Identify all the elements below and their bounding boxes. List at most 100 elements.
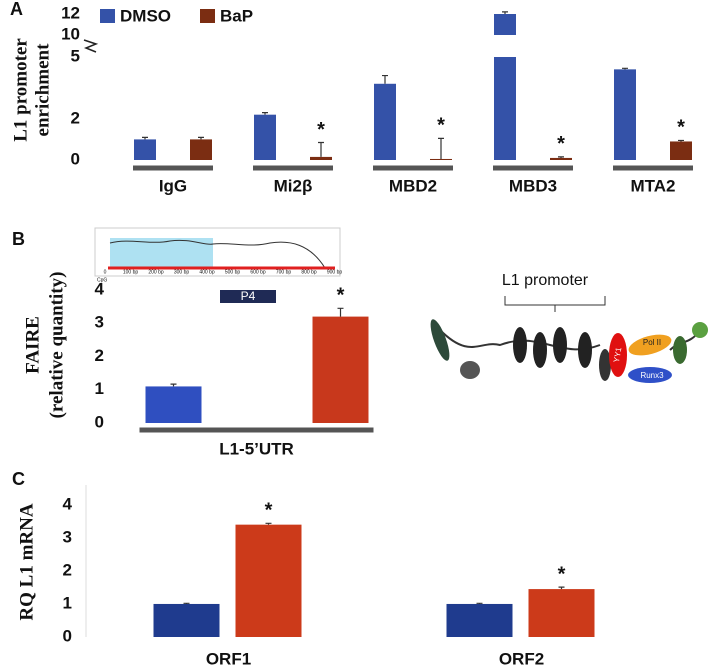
inset-tick-label: 700 bp	[276, 269, 292, 275]
bar	[494, 14, 516, 35]
panel-label: A	[10, 0, 23, 19]
bar	[312, 316, 369, 423]
y-tick-label: 2	[63, 560, 72, 579]
diagram-label: Pol II	[643, 338, 661, 347]
x-tick-label: ORF2	[499, 649, 544, 668]
error-bar	[558, 156, 564, 158]
significance-marker: *	[337, 285, 345, 307]
y-tick-label: 1	[63, 593, 72, 612]
bar	[528, 589, 595, 637]
error-bar	[622, 67, 628, 70]
axis-break	[83, 39, 99, 53]
significance-marker: *	[557, 133, 565, 155]
significance-marker: *	[317, 119, 325, 141]
inset-tick-label: 0	[104, 269, 107, 275]
y-tick-label: 12	[61, 3, 80, 22]
inset-tick-label: 300 bp	[174, 269, 190, 275]
y-tick-label: 2	[95, 346, 104, 365]
inset-tick-label: 600 bp	[250, 269, 266, 275]
legend-label: BaP	[220, 6, 253, 25]
bar	[153, 603, 220, 637]
error-bar	[558, 586, 565, 590]
inset-tick-label: 200 bp	[148, 269, 164, 275]
bar	[190, 139, 212, 160]
y-tick-label: 1	[95, 379, 104, 398]
error-bar	[198, 136, 204, 140]
y-axis-label: RQ L1 mRNA	[16, 503, 37, 620]
error-bar	[678, 139, 684, 142]
legend-swatch	[200, 9, 215, 23]
category-underline	[253, 165, 333, 171]
bar	[430, 158, 452, 160]
bar	[374, 83, 396, 160]
x-tick-label: MBD3	[509, 176, 557, 195]
x-tick-label: Mi2β	[274, 176, 313, 195]
inset: P4	[94, 227, 341, 303]
error-bar	[170, 383, 177, 387]
error-bar	[476, 602, 483, 604]
significance-marker: *	[558, 563, 566, 585]
inset-tick-label: 500 bp	[225, 269, 241, 275]
bar	[235, 524, 302, 637]
diagram-label: Runx3	[640, 371, 664, 380]
category-underline	[133, 165, 213, 171]
promoter-diagram: L1 promoter YY1 Pol II Runx3	[430, 272, 708, 383]
y-tick-label: 2	[71, 108, 80, 127]
y-tick-label: 3	[95, 313, 104, 332]
y-axis-label: FAIRE	[22, 316, 43, 374]
inset-tick-label: 900 bp	[327, 269, 343, 275]
y-tick-label: 4	[63, 494, 73, 513]
y-tick-label: 3	[63, 527, 72, 546]
panel-label: B	[12, 229, 25, 249]
category-underline	[139, 427, 374, 433]
category-underline	[373, 165, 453, 171]
error-bar	[183, 602, 190, 604]
y-tick-label: 4	[95, 279, 105, 298]
panel-label: C	[12, 469, 25, 489]
inset-tick-label: 800 bp	[301, 269, 317, 275]
significance-marker: *	[677, 117, 685, 139]
category-underline	[493, 165, 573, 171]
x-tick-label: MTA2	[630, 176, 675, 195]
legend-swatch	[100, 9, 115, 23]
y-tick-label: 0	[63, 626, 72, 645]
bar	[614, 69, 636, 160]
category-underline	[613, 165, 693, 171]
legend-label: DMSO	[120, 6, 171, 25]
diagram-title: L1 promoter	[502, 272, 589, 289]
x-tick-label: MBD2	[389, 176, 437, 195]
diagram-label: YY1	[612, 346, 624, 363]
y-tick-label: 0	[95, 412, 104, 431]
y-tick-label: 10	[61, 24, 80, 43]
y-axis-label: enrichment	[32, 43, 53, 137]
significance-marker: *	[265, 500, 273, 522]
error-bar	[318, 141, 324, 157]
y-axis-label: (relative quantity)	[46, 272, 67, 419]
x-tick-label: IgG	[159, 176, 187, 195]
error-bar	[382, 74, 388, 84]
bar	[134, 139, 156, 160]
error-bar	[438, 137, 444, 159]
error-bar	[337, 307, 344, 317]
inset-row-label: CpG	[97, 277, 107, 283]
bar	[494, 57, 516, 160]
x-tick-label: ORF1	[206, 649, 251, 668]
error-bar	[265, 522, 272, 525]
y-axis-label: L1 promoter	[10, 38, 31, 142]
bar	[446, 603, 513, 637]
inset-tick-label: 400 bp	[199, 269, 215, 275]
bar	[550, 157, 572, 160]
inset-tick-label: 100 bp	[123, 269, 139, 275]
x-tick-label: L1-5’UTR	[219, 439, 294, 458]
inset-region: P4	[241, 289, 256, 303]
bar	[145, 386, 202, 423]
bar	[254, 114, 276, 160]
bar	[670, 141, 692, 160]
error-bar	[502, 11, 508, 14]
y-tick-label: 5	[71, 46, 80, 65]
error-bar	[142, 136, 148, 140]
y-tick-label: 0	[71, 149, 80, 168]
error-bar	[262, 112, 268, 115]
significance-marker: *	[437, 115, 445, 137]
